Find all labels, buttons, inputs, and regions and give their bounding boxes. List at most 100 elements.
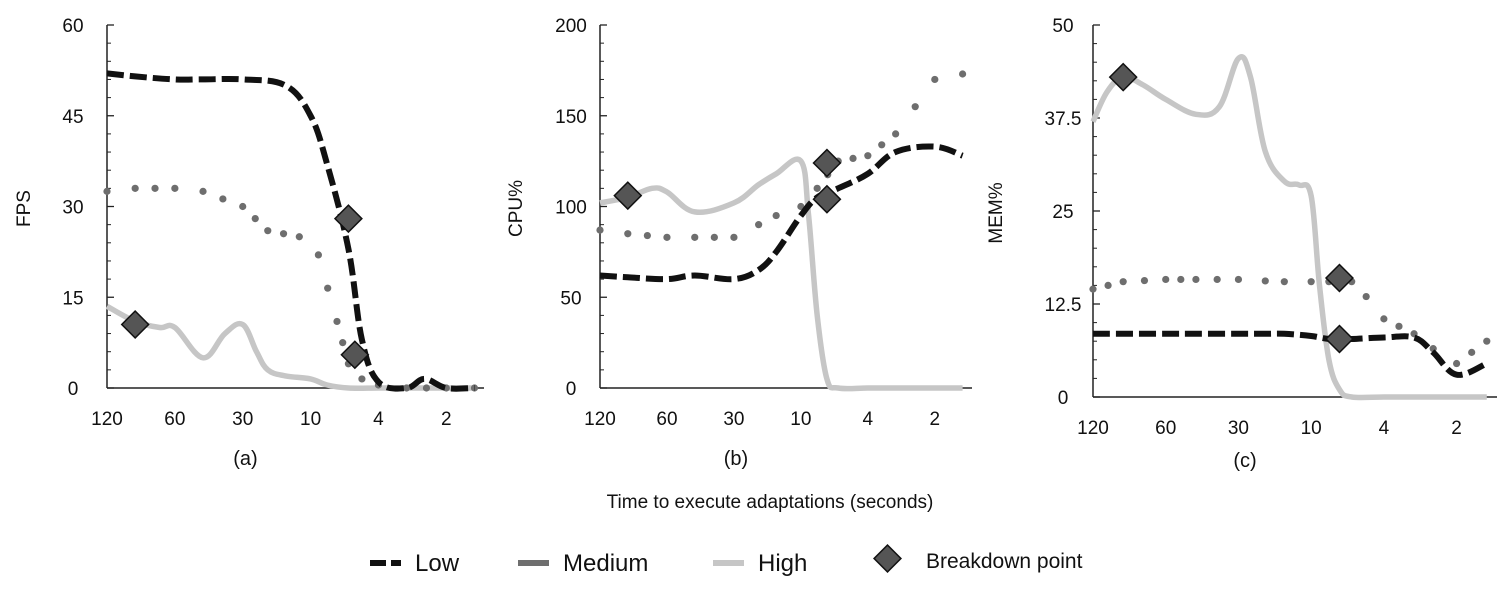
- series-medium-point: [892, 130, 900, 138]
- y-tick-label: 0: [1058, 388, 1069, 409]
- y-tick-label: 30: [62, 198, 83, 219]
- series-medium-point: [324, 284, 332, 292]
- breakdown-point-marker: [1324, 324, 1354, 354]
- x-tick-label: 4: [373, 409, 384, 430]
- series-medium-point: [1307, 278, 1315, 286]
- y-tick-label: 37.5: [1045, 109, 1082, 130]
- y-tick-label: 0: [68, 379, 79, 400]
- series-medium-point: [624, 230, 632, 238]
- legend-breakdown-marker: [873, 544, 902, 573]
- series-medium-point: [1380, 315, 1388, 323]
- legend-low-label: Low: [415, 550, 460, 577]
- series-medium-point: [151, 184, 159, 192]
- shared-x-axis-title: Time to execute adaptations (seconds): [607, 492, 934, 513]
- series-medium-point: [1453, 359, 1461, 368]
- panel-1: 0 15 30 45 60 120 60 30 10 4 2 FPS (a): [14, 16, 484, 470]
- series-medium-line: [596, 70, 967, 241]
- x-tick-label: 120: [91, 409, 123, 430]
- series-high-line: [599, 156, 963, 392]
- series-medium-point: [103, 187, 111, 195]
- y-tick-label: 50: [560, 288, 581, 309]
- series-medium-point: [199, 187, 207, 195]
- series-medium-point: [1140, 276, 1149, 285]
- series-medium-point: [1483, 337, 1491, 345]
- series-medium-point: [1119, 278, 1127, 286]
- x-tick-label: 60: [656, 409, 677, 430]
- series-high-line: [105, 303, 475, 391]
- subplot-label: (c): [1233, 450, 1256, 472]
- series-medium-point: [131, 184, 139, 192]
- series-medium-line: [103, 184, 479, 392]
- breakdown-point-marker: [1108, 62, 1138, 92]
- y-tick-label: 200: [555, 16, 587, 37]
- y-axis-title: CPU%: [506, 180, 527, 237]
- series-low-line: [599, 143, 964, 283]
- y-axis-title: MEM%: [986, 182, 1007, 243]
- series-medium-point: [333, 317, 341, 326]
- breakdown-point-marker: [333, 204, 363, 234]
- x-tick-label: 30: [1228, 418, 1249, 439]
- breakdown-point-marker: [340, 340, 370, 370]
- breakdown-point-marker: [812, 148, 842, 178]
- breakdown-point-marker: [812, 184, 842, 214]
- y-axis-title: FPS: [14, 190, 35, 227]
- series-medium-point: [931, 75, 939, 84]
- series-medium-point: [1089, 285, 1097, 293]
- legend: Low Medium High Breakdown point: [370, 544, 1083, 577]
- series-medium-point: [1234, 275, 1243, 284]
- series-medium-point: [264, 227, 272, 235]
- x-tick-label: 60: [1155, 418, 1176, 439]
- x-tick-label: 2: [441, 409, 452, 430]
- legend-high-label: High: [758, 550, 807, 577]
- series-medium-point: [730, 233, 738, 241]
- x-tick-label: 30: [723, 409, 744, 430]
- y-tick-label: 15: [62, 288, 83, 309]
- series-medium-point: [1162, 275, 1170, 284]
- y-tick-label: 45: [62, 107, 83, 128]
- x-tick-label: 4: [1379, 418, 1390, 439]
- x-tick-label: 60: [164, 409, 185, 430]
- x-tick-label: 120: [584, 409, 616, 430]
- series-medium-point: [1280, 278, 1288, 286]
- y-tick-label: 25: [1052, 202, 1073, 223]
- series-medium-point: [755, 221, 763, 229]
- y-tick-label: 100: [555, 198, 587, 219]
- series-medium-point: [1213, 275, 1221, 284]
- series-medium-point: [1177, 275, 1185, 284]
- series-medium-point: [358, 375, 366, 383]
- series-medium-point: [219, 195, 227, 203]
- breakdown-point-marker: [1324, 263, 1354, 293]
- series-medium-point: [772, 211, 780, 220]
- series-medium-point: [596, 226, 604, 234]
- y-tick-label: 12.5: [1045, 295, 1082, 316]
- series-medium-point: [643, 231, 651, 240]
- y-tick-label: 50: [1052, 16, 1073, 37]
- legend-breakdown-label: Breakdown point: [926, 550, 1083, 573]
- series-medium-point: [251, 215, 259, 223]
- x-tick-label: 10: [790, 409, 811, 430]
- x-tick-label: 4: [863, 409, 874, 430]
- panel-3: 0 12.5 25 37.5 50 120 60 30 10 4 2 MEM% (c): [986, 16, 1497, 472]
- series-medium-point: [295, 233, 303, 241]
- series-medium-point: [864, 152, 872, 160]
- series-low-line: [1092, 330, 1489, 378]
- series-medium-point: [314, 251, 322, 259]
- series-medium-point: [403, 384, 411, 392]
- subplot-label: (b): [724, 448, 748, 470]
- x-tick-label: 2: [930, 409, 941, 430]
- series-medium-point: [663, 233, 671, 241]
- series-medium-point: [878, 141, 886, 149]
- series-medium-point: [422, 384, 431, 392]
- series-medium-point: [279, 230, 288, 238]
- series-medium-point: [171, 184, 179, 192]
- series-medium-point: [1192, 275, 1200, 284]
- x-tick-label: 10: [300, 409, 321, 430]
- series-medium-point: [911, 103, 919, 111]
- panel-2: 0 50 100 150 200 120 60 30 10 4 2 CPU% (b): [506, 16, 972, 470]
- series-medium-point: [1395, 322, 1403, 330]
- series-medium-point: [710, 233, 718, 241]
- x-tick-label: 10: [1301, 418, 1322, 439]
- series-medium-point: [1468, 348, 1476, 356]
